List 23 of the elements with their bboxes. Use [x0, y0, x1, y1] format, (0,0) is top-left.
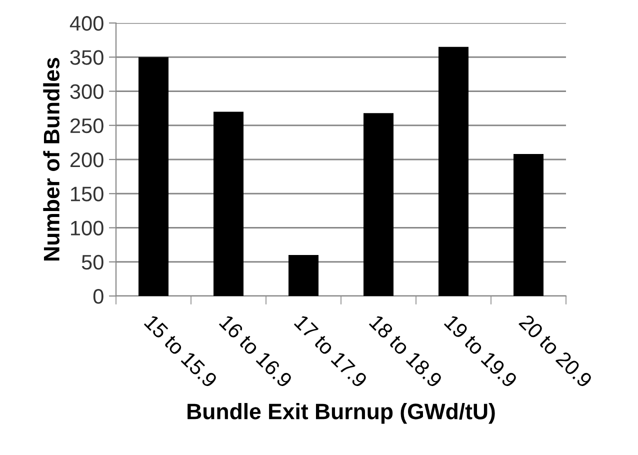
- y-tick-label: 50: [82, 254, 104, 270]
- x-tick-label: 18 to 18.9: [368, 314, 443, 388]
- y-tick-label: 250: [70, 118, 104, 134]
- bar: [364, 113, 394, 296]
- x-tick-label: 20 to 20.9: [518, 314, 593, 388]
- y-tick-label: 400: [70, 16, 104, 31]
- bar: [214, 112, 244, 296]
- y-tick-label: 150: [71, 186, 104, 202]
- bar: [514, 154, 544, 296]
- x-tick-label: 16 to 16.9: [218, 314, 293, 388]
- y-tick-label: 200: [70, 152, 104, 168]
- y-tick-label: 350: [70, 50, 104, 65]
- y-tick-label: 0: [93, 289, 104, 304]
- x-tick-label: 15 to 15.9: [144, 314, 218, 388]
- bar: [438, 46, 468, 296]
- bar: [138, 57, 168, 296]
- bar: [288, 255, 318, 296]
- x-axis-title: Bundle Exit Burnup (GWd/tU): [188, 403, 495, 424]
- x-tick-label: 19 to 19.9: [444, 314, 518, 388]
- y-tick-label: 300: [70, 84, 104, 100]
- y-tick-label: 100: [71, 220, 104, 236]
- y-axis-title: Number of Bundles: [43, 58, 60, 260]
- x-tick-label: 17 to 17.9: [294, 314, 368, 388]
